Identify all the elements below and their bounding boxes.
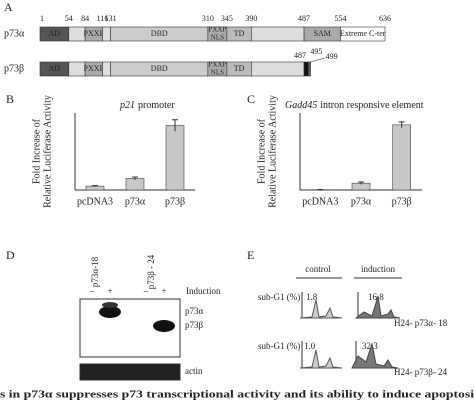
domain (102, 61, 111, 77)
title-italic: Gadd45 (285, 100, 317, 111)
histogram (299, 299, 343, 319)
domain (102, 26, 111, 42)
domain-label: NLS (211, 69, 224, 77)
chart-title: p21 promoter (119, 100, 175, 111)
bar (165, 125, 185, 191)
sign: – (143, 286, 149, 296)
caption: s in p73α suppresses p73 transcriptional… (0, 389, 474, 401)
domain (340, 26, 386, 42)
loading-blot (79, 363, 181, 381)
domain-label: PXXP (208, 26, 226, 34)
band-label: p73β (185, 320, 204, 330)
panel-label: B (6, 92, 14, 106)
protein-name: p73β (4, 63, 24, 74)
y-axis-label: Relative Luciferase Activity (42, 95, 53, 208)
domain (251, 26, 305, 42)
domain (303, 61, 309, 77)
error-bar (132, 176, 138, 180)
band-label: actin (185, 366, 203, 376)
percent: 32.3 (362, 341, 378, 351)
position: 390 (245, 14, 257, 23)
protein-name: p73α (4, 28, 25, 39)
gate (301, 292, 359, 368)
domain-label: TD (234, 29, 245, 38)
histogram (299, 349, 343, 369)
percent: 16.8 (368, 292, 384, 302)
position: 554 (334, 14, 346, 23)
domain-label: PXXP (84, 64, 105, 73)
title-text: promoter (138, 100, 175, 111)
x-tick-label: pcDNA3 (77, 196, 113, 207)
row-label: sub-G1 (%) (258, 292, 300, 302)
histogram (354, 295, 401, 319)
percent: 1.8 (306, 292, 318, 302)
panel-label: D (6, 248, 15, 262)
x-tick-label: p73β (392, 196, 412, 207)
leader (310, 57, 325, 63)
histogram-label: H24- p73β- 24 (394, 367, 448, 377)
position: 310 (202, 14, 214, 23)
panel-label: C (247, 92, 255, 106)
error-bar (358, 181, 364, 185)
group-label: control (305, 264, 331, 274)
band-label: p73α (185, 306, 204, 316)
band (153, 320, 175, 332)
x-tick-label: p73α (125, 196, 146, 207)
domain (308, 61, 311, 77)
domain-label: DBD (151, 29, 168, 38)
x-tick-label: p73β (165, 196, 185, 207)
bar (392, 124, 411, 191)
domain-label: SAM (314, 29, 331, 38)
group-label: induction (361, 264, 395, 274)
chart-title: Gadd45 intron responsive element (285, 100, 424, 111)
position: 487 (294, 51, 306, 60)
position: 636 (379, 14, 391, 23)
domain-label: AD (49, 29, 61, 38)
histogram-label: H24- p73α- 18 (394, 318, 448, 328)
band (99, 306, 121, 318)
lane-label: p73β - 24 (146, 254, 156, 289)
title-text: intron responsive element (320, 100, 424, 111)
panel-label: A (4, 0, 13, 14)
domain-label: AD (49, 64, 61, 73)
error-bar (92, 185, 98, 187)
error-bar (398, 121, 405, 128)
domain-label: PXXP (84, 29, 105, 38)
domain-label: Extreme C-ter (340, 29, 386, 38)
lane-label: p73α-18 (90, 256, 100, 287)
position: 487 (298, 14, 310, 23)
position: 116 (97, 14, 109, 23)
induction-label: Induction (186, 286, 221, 296)
position: 499 (326, 52, 338, 61)
position: 84 (81, 14, 89, 23)
x-tick-label: pcDNA3 (302, 196, 338, 207)
percent: 1.0 (304, 341, 316, 351)
position: 131 (105, 14, 117, 23)
domain-label: PXXP (208, 61, 226, 69)
y-axis-label: Fold Increase of (256, 118, 267, 184)
title-italic: p21 (119, 100, 135, 111)
y-axis-label: Fold Increase of (31, 118, 42, 184)
sign: – (89, 286, 95, 296)
sign: + (161, 286, 166, 296)
bar (125, 178, 145, 191)
sign: + (107, 286, 112, 296)
domain-label: DBD (151, 64, 168, 73)
position: 345 (221, 14, 233, 23)
y-axis-label: Relative Luciferase Activity (267, 95, 278, 208)
x-tick-label: p73α (351, 196, 372, 207)
error-bar (172, 119, 178, 132)
domain-label: TD (234, 64, 245, 73)
band (102, 302, 118, 308)
position: 495 (310, 47, 322, 56)
position: 54 (65, 14, 73, 23)
panel-label: E (247, 248, 254, 262)
position: 1 (40, 14, 44, 23)
histogram (351, 342, 399, 369)
domain-label: NLS (211, 34, 224, 42)
row-label: sub-G1 (%) (258, 341, 300, 351)
domain (251, 61, 305, 77)
